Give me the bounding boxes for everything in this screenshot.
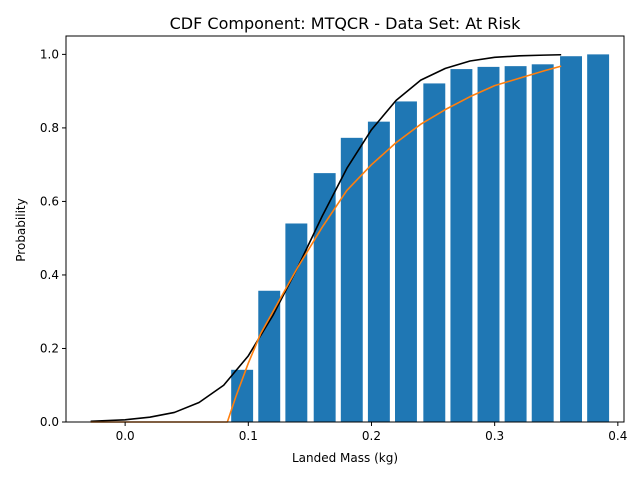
series-line-orange [90, 65, 562, 423]
bar [313, 173, 336, 422]
plot-frame [65, 35, 625, 423]
bar [231, 369, 254, 422]
y-tick-label: 1.0 [40, 47, 59, 61]
y-tick-label: 0.2 [40, 341, 59, 355]
y-tick-label: 0.4 [40, 268, 59, 282]
bar [423, 83, 446, 423]
bar [367, 121, 390, 422]
y-tick-label: 0.8 [40, 121, 59, 135]
x-tick-label: 0.2 [362, 429, 381, 443]
x-tick-label: 0.3 [485, 429, 504, 443]
bar [587, 54, 610, 422]
bar [340, 137, 363, 422]
x-axis: 0.0 0.1 0.2 0.3 0.4 [116, 422, 627, 443]
x-axis-label: Landed Mass (kg) [292, 451, 398, 465]
series-line-black [90, 53, 562, 423]
bar [450, 69, 473, 422]
y-tick-label: 0.6 [40, 194, 59, 208]
bar [560, 56, 582, 422]
y-axis: 0.0 0.2 0.4 0.6 0.8 1.0 [40, 47, 66, 429]
bar [477, 66, 500, 422]
x-tick-label: 0.0 [116, 429, 135, 443]
bar [531, 64, 554, 422]
y-tick-label: 0.0 [40, 415, 59, 429]
bar [395, 101, 417, 422]
bar [258, 290, 281, 422]
plot-area [90, 53, 610, 423]
x-tick-label: 0.4 [608, 429, 627, 443]
y-axis-label: Probability [14, 198, 28, 261]
bar [504, 66, 527, 422]
chart-title: CDF Component: MTQCR - Data Set: At Risk [170, 14, 522, 33]
bar [285, 223, 308, 422]
x-tick-label: 0.1 [239, 429, 258, 443]
